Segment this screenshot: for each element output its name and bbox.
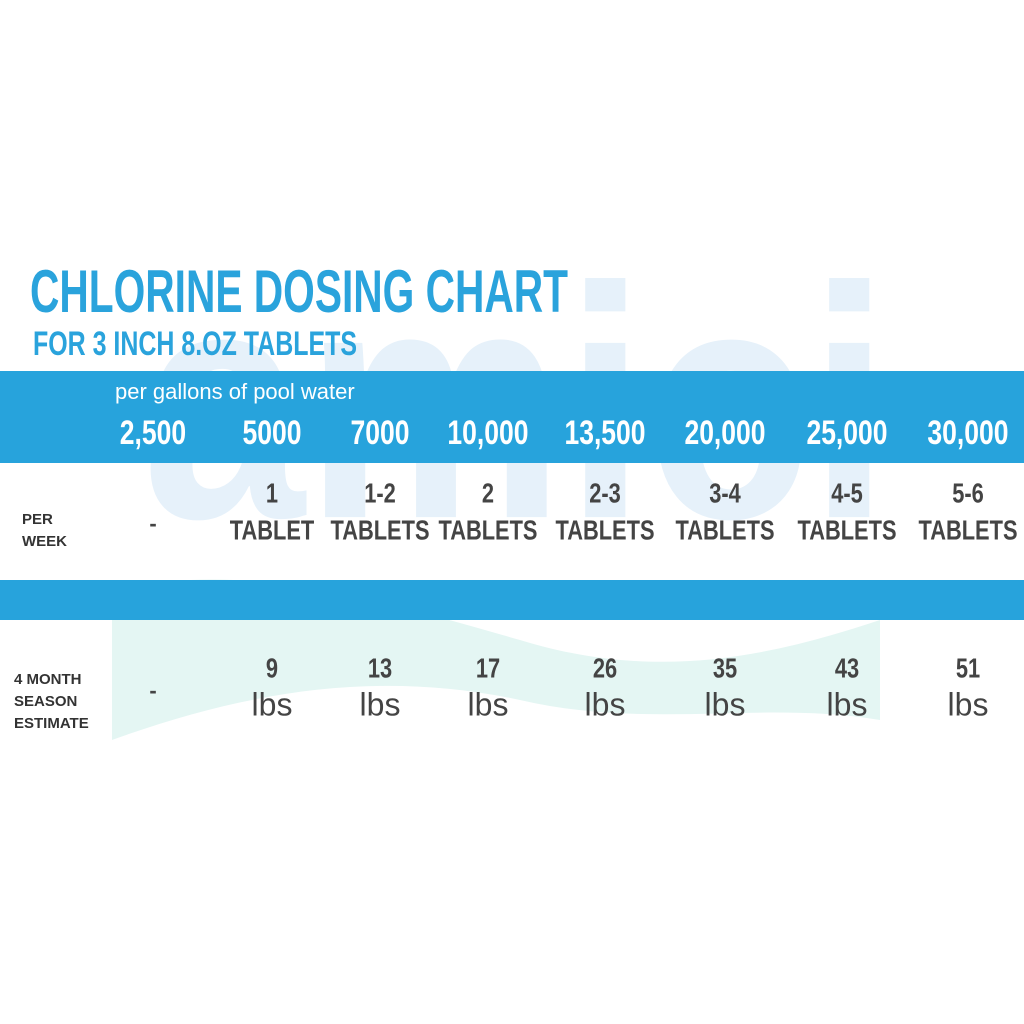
column-header: 7000 (351, 414, 410, 452)
table-cell: - (149, 511, 156, 536)
table-cell: TABLETS (797, 515, 896, 546)
column-header: 10,000 (447, 414, 528, 452)
table-cell: 5-6 (952, 478, 984, 509)
table-cell: 2-3 (589, 478, 621, 509)
header-band (0, 371, 1024, 463)
column-header: 25,000 (806, 414, 887, 452)
table-cell: 1-2 (364, 478, 396, 509)
row-label: 4 MONTH (14, 671, 82, 688)
table-cell: TABLETS (555, 515, 654, 546)
table-cell: 3-4 (709, 478, 741, 509)
separator-band (0, 580, 1024, 620)
column-header: 20,000 (684, 414, 765, 452)
column-header: 13,500 (564, 414, 645, 452)
title: CHLORINE DOSING CHART (30, 258, 568, 325)
table-cell: lbs (252, 686, 293, 722)
row-label: PER (22, 511, 53, 528)
row-label: ESTIMATE (14, 715, 89, 732)
table-cell: TABLETS (330, 515, 429, 546)
table-cell: TABLET (230, 515, 315, 546)
column-header: 2,500 (120, 414, 186, 452)
column-header: 30,000 (927, 414, 1008, 452)
table-cell: lbs (827, 686, 868, 722)
header-label: per gallons of pool water (115, 379, 355, 404)
table-cell: 35 (713, 653, 737, 684)
table-cell: 17 (476, 653, 500, 684)
table-cell: lbs (360, 686, 401, 722)
table-cell: TABLETS (675, 515, 774, 546)
table-cell: 13 (368, 653, 392, 684)
table-cell: 1 (266, 478, 278, 509)
row-label: SEASON (14, 693, 77, 710)
column-header: 5000 (243, 414, 302, 452)
table-cell: lbs (705, 686, 746, 722)
row-label: WEEK (22, 533, 67, 550)
table-cell: lbs (585, 686, 626, 722)
table-cell: - (149, 678, 156, 703)
table-cell: TABLETS (438, 515, 537, 546)
table-cell: TABLETS (918, 515, 1017, 546)
table-cell: 9 (266, 653, 278, 684)
subtitle: FOR 3 INCH 8.OZ TABLETS (33, 325, 357, 363)
table-cell: lbs (468, 686, 509, 722)
table-cell: 51 (956, 653, 980, 684)
table-cell: lbs (948, 686, 989, 722)
table-cell: 26 (593, 653, 617, 684)
table-cell: 2 (482, 478, 494, 509)
table-cell: 43 (835, 653, 859, 684)
table-cell: 4-5 (831, 478, 863, 509)
